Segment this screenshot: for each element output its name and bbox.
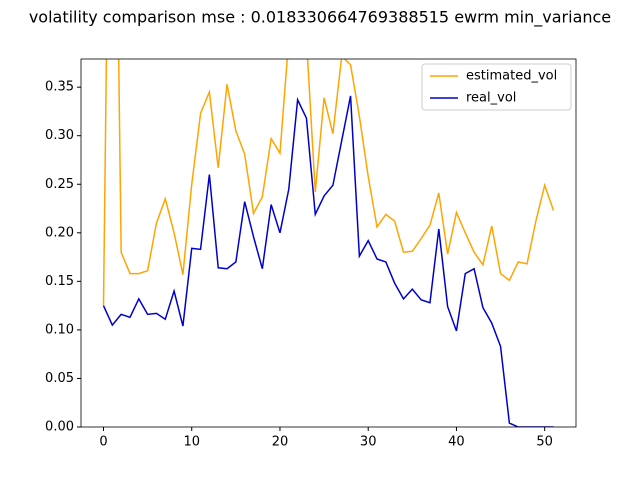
x-tick-label: 40 xyxy=(448,435,465,450)
legend-box xyxy=(421,63,572,111)
y-tick-label: 0.20 xyxy=(45,225,74,240)
y-tick-label: 0.25 xyxy=(45,177,74,192)
y-tick-label: 0.05 xyxy=(45,371,74,386)
y-tick-label: 0.30 xyxy=(45,128,74,143)
legend-label: real_vol xyxy=(466,91,516,106)
chart-title: volatility comparison mse : 0.0183306647… xyxy=(29,8,611,28)
y-tick-label: 0.35 xyxy=(45,80,74,95)
y-tick-label: 0.10 xyxy=(45,322,74,337)
x-tick-label: 20 xyxy=(272,435,289,450)
legend-label: estimated_vol xyxy=(466,69,557,84)
plot-area xyxy=(102,59,555,427)
x-tick-label: 30 xyxy=(360,435,377,450)
x-tick-label: 0 xyxy=(99,435,107,450)
x-tick-label: 50 xyxy=(536,435,553,450)
series-line xyxy=(102,95,554,427)
y-tick-label: 0.00 xyxy=(45,420,74,435)
y-tick-label: 0.15 xyxy=(45,274,74,289)
axes-frame xyxy=(80,58,577,428)
x-tick-label: 10 xyxy=(183,435,200,450)
series-line xyxy=(102,59,555,306)
